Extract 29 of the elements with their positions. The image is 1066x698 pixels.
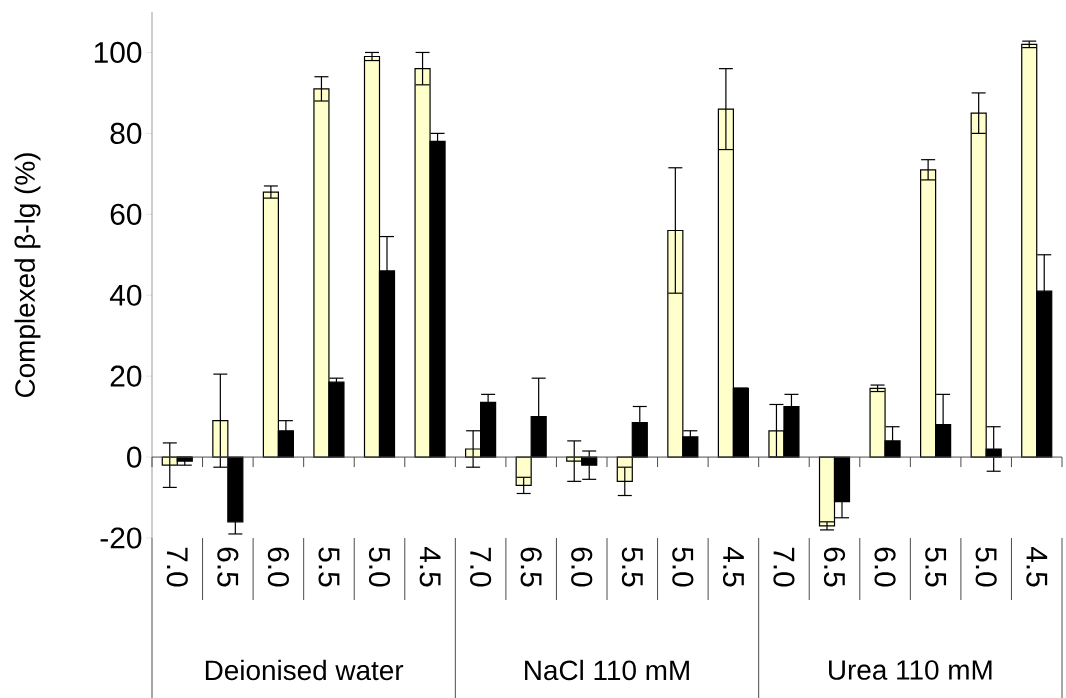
x-tick-label: 7.0 xyxy=(470,547,492,587)
x-tick-label: 5.0 xyxy=(975,547,997,587)
x-tick-label: 5.5 xyxy=(318,547,340,587)
text: Urea 110 mM xyxy=(829,660,992,680)
x-tick-label: 5.0 xyxy=(672,547,694,587)
x-tick-label: 6.5 xyxy=(520,547,542,587)
x-tick-label: 6.0 xyxy=(874,547,896,587)
y-tick-label: -20 xyxy=(100,527,142,549)
x-tick-label: 5.0 xyxy=(368,547,391,587)
x-tick-label: 4.5 xyxy=(419,546,441,587)
x-tick-label: 6.0 xyxy=(571,547,593,587)
x-tick-label: 4.5 xyxy=(722,546,744,587)
y-tick-label: 100 xyxy=(94,41,142,64)
y-axis-title: Complexed β-lg (%) xyxy=(14,153,41,398)
x-tick-label: 6.5 xyxy=(217,547,239,587)
x-tick-label: 7.0 xyxy=(773,547,795,587)
y-tick-label: 80 xyxy=(110,122,142,144)
y-tick-label: 20 xyxy=(110,365,142,387)
text: NaCl 110 mM xyxy=(525,659,689,681)
y-tick-label: 40 xyxy=(109,284,142,306)
text: Deionised water xyxy=(205,659,404,681)
y-tick-label: 0 xyxy=(127,446,142,468)
x-tick-label: 4.5 xyxy=(1026,546,1048,587)
x-tick-label: 6.0 xyxy=(267,547,289,587)
y-tick-label: 60 xyxy=(110,203,142,225)
x-tick-label: 6.5 xyxy=(823,547,846,587)
x-tick-label: 7.0 xyxy=(166,547,188,587)
x-tick-label: 5.5 xyxy=(925,547,947,587)
x-tick-label: 5.5 xyxy=(621,547,643,587)
